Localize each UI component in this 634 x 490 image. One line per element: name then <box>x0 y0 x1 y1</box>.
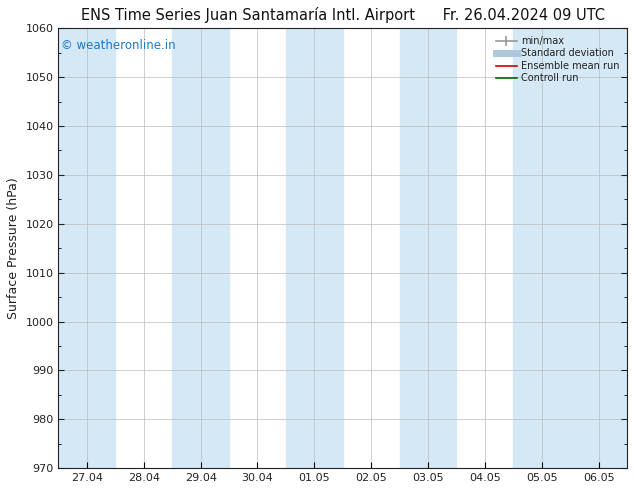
Bar <box>399 28 456 468</box>
Bar <box>514 28 570 468</box>
Y-axis label: Surface Pressure (hPa): Surface Pressure (hPa) <box>7 177 20 319</box>
Legend: min/max, Standard deviation, Ensemble mean run, Controll run: min/max, Standard deviation, Ensemble me… <box>493 33 622 86</box>
Bar <box>286 28 343 468</box>
Bar <box>570 28 627 468</box>
Title: ENS Time Series Juan Santamaría Intl. Airport      Fr. 26.04.2024 09 UTC: ENS Time Series Juan Santamaría Intl. Ai… <box>81 7 605 23</box>
Bar <box>172 28 229 468</box>
Text: © weatheronline.in: © weatheronline.in <box>61 39 176 52</box>
Bar <box>58 28 115 468</box>
